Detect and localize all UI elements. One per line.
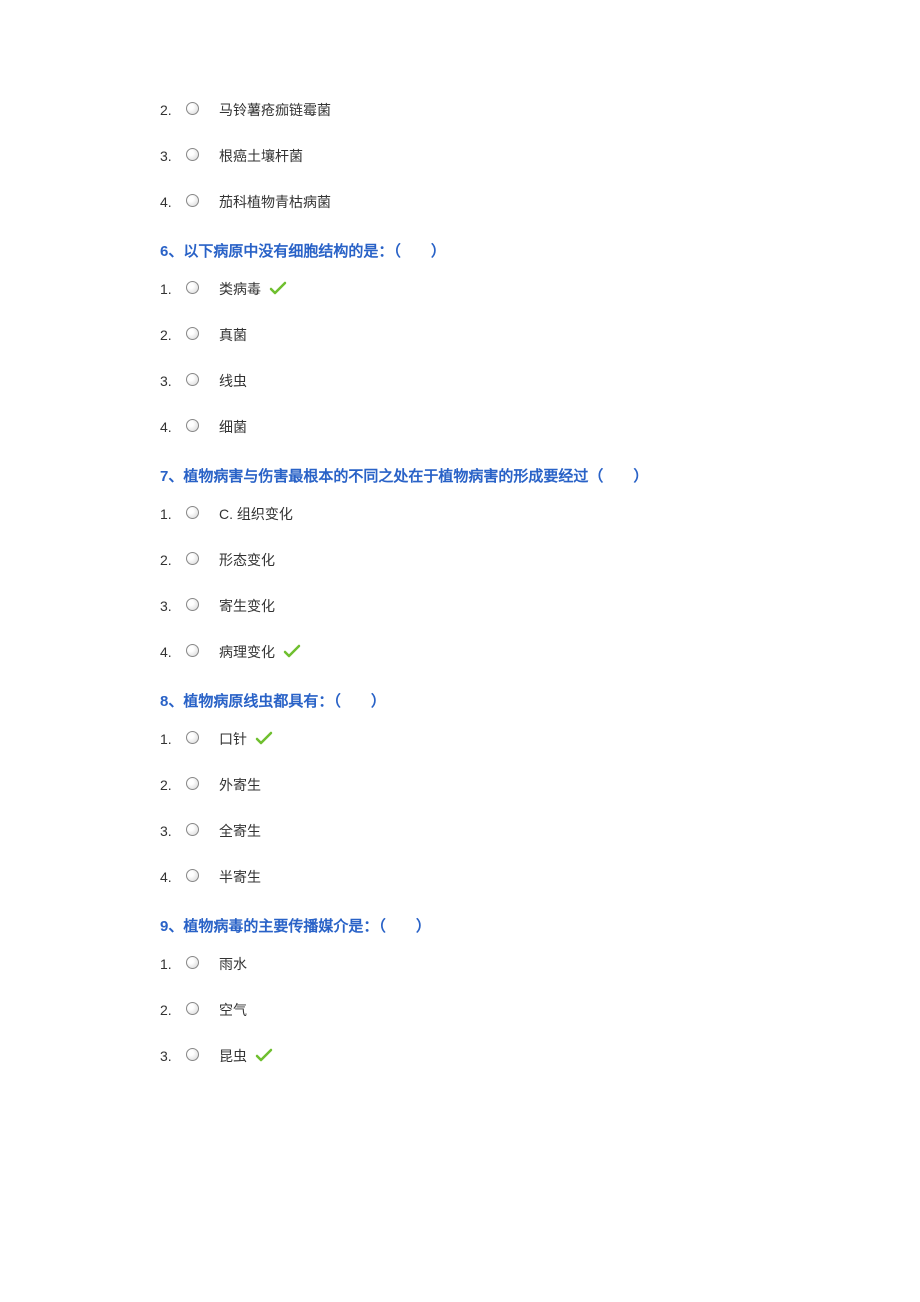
check-icon xyxy=(283,644,301,660)
option-row: 2. 形态变化 xyxy=(160,550,760,570)
option-text: C. 组织变化 xyxy=(219,504,293,524)
radio-icon[interactable] xyxy=(186,823,199,836)
option-row: 4. 茄科植物青枯病菌 xyxy=(160,192,760,212)
check-icon xyxy=(255,731,273,747)
option-number: 1. xyxy=(160,956,186,972)
option-number: 4. xyxy=(160,194,186,210)
option-row: 3. 全寄生 xyxy=(160,821,760,841)
option-text: 根癌土壤杆菌 xyxy=(219,146,303,166)
radio-icon[interactable] xyxy=(186,194,199,207)
option-row: 2. 外寄生 xyxy=(160,775,760,795)
option-text: 口针 xyxy=(219,729,247,749)
radio-icon[interactable] xyxy=(186,598,199,611)
option-number: 4. xyxy=(160,869,186,885)
option-row: 2. 马铃薯疮痂链霉菌 xyxy=(160,100,760,120)
question-title: 6、以下病原中没有细胞结构的是：（ ） xyxy=(160,240,760,261)
option-text: 空气 xyxy=(219,1000,247,1020)
radio-icon[interactable] xyxy=(186,281,199,294)
radio-icon[interactable] xyxy=(186,777,199,790)
option-number: 3. xyxy=(160,1048,186,1064)
quiz-container: 2. 马铃薯疮痂链霉菌 3. 根癌土壤杆菌 4. 茄科植物青枯病菌 6、以下病原中没有细胞结… xyxy=(160,100,760,1066)
option-number: 2. xyxy=(160,102,186,118)
radio-icon[interactable] xyxy=(186,506,199,519)
option-text: 雨水 xyxy=(219,954,247,974)
radio-icon[interactable] xyxy=(186,644,199,657)
option-row: 2. 空气 xyxy=(160,1000,760,1020)
radio-icon[interactable] xyxy=(186,1002,199,1015)
option-row: 1. 雨水 xyxy=(160,954,760,974)
option-row: 3. 昆虫 xyxy=(160,1046,760,1066)
option-number: 3. xyxy=(160,823,186,839)
radio-icon[interactable] xyxy=(186,327,199,340)
option-text: 病理变化 xyxy=(219,642,275,662)
option-text: 细菌 xyxy=(219,417,247,437)
option-text: 外寄生 xyxy=(219,775,261,795)
radio-icon[interactable] xyxy=(186,1048,199,1061)
option-number: 3. xyxy=(160,148,186,164)
option-text: 寄生变化 xyxy=(219,596,275,616)
option-number: 1. xyxy=(160,281,186,297)
option-row: 3. 线虫 xyxy=(160,371,760,391)
check-icon xyxy=(255,1048,273,1064)
option-text: 昆虫 xyxy=(219,1046,247,1066)
option-row: 3. 寄生变化 xyxy=(160,596,760,616)
option-text: 类病毒 xyxy=(219,279,261,299)
radio-icon[interactable] xyxy=(186,373,199,386)
radio-icon[interactable] xyxy=(186,102,199,115)
check-icon xyxy=(269,281,287,297)
option-text: 形态变化 xyxy=(219,550,275,570)
option-number: 2. xyxy=(160,777,186,793)
option-row: 2. 真菌 xyxy=(160,325,760,345)
option-number: 3. xyxy=(160,373,186,389)
option-text: 线虫 xyxy=(219,371,247,391)
question-title: 7、植物病害与伤害最根本的不同之处在于植物病害的形成要经过（ ） xyxy=(160,465,760,486)
option-row: 4. 病理变化 xyxy=(160,642,760,662)
option-number: 2. xyxy=(160,1002,186,1018)
radio-icon[interactable] xyxy=(186,869,199,882)
option-row: 4. 半寄生 xyxy=(160,867,760,887)
radio-icon[interactable] xyxy=(186,731,199,744)
question-title: 8、植物病原线虫都具有：（ ） xyxy=(160,690,760,711)
radio-icon[interactable] xyxy=(186,419,199,432)
option-text: 茄科植物青枯病菌 xyxy=(219,192,331,212)
radio-icon[interactable] xyxy=(186,148,199,161)
option-text: 全寄生 xyxy=(219,821,261,841)
option-row: 1. 类病毒 xyxy=(160,279,760,299)
option-number: 2. xyxy=(160,552,186,568)
option-row: 3. 根癌土壤杆菌 xyxy=(160,146,760,166)
radio-icon[interactable] xyxy=(186,552,199,565)
option-row: 4. 细菌 xyxy=(160,417,760,437)
option-number: 2. xyxy=(160,327,186,343)
option-row: 1. 口针 xyxy=(160,729,760,749)
option-row: 1. C. 组织变化 xyxy=(160,504,760,524)
option-number: 3. xyxy=(160,598,186,614)
question-title: 9、植物病毒的主要传播媒介是：（ ） xyxy=(160,915,760,936)
option-text: 真菌 xyxy=(219,325,247,345)
option-number: 1. xyxy=(160,506,186,522)
option-text: 马铃薯疮痂链霉菌 xyxy=(219,100,331,120)
option-number: 4. xyxy=(160,644,186,660)
option-number: 1. xyxy=(160,731,186,747)
radio-icon[interactable] xyxy=(186,956,199,969)
option-text: 半寄生 xyxy=(219,867,261,887)
option-number: 4. xyxy=(160,419,186,435)
